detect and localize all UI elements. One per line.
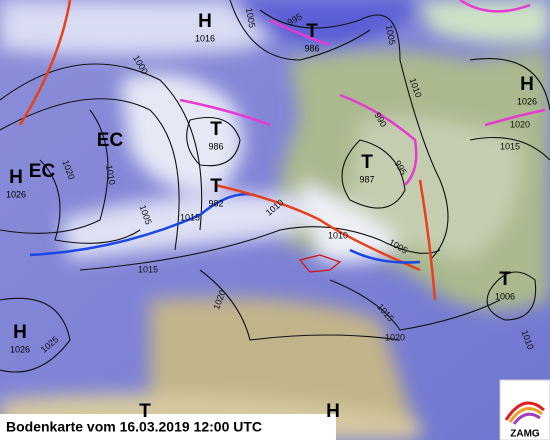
model-label: EC <box>29 161 56 182</box>
logo-rainbow <box>504 401 546 425</box>
warm-front <box>214 183 421 272</box>
isobar-label: 1005 <box>384 24 397 45</box>
pressure-symbol: H <box>198 11 212 32</box>
isobar-label: 1015 <box>500 141 520 151</box>
pressure-value: 987 <box>359 174 374 184</box>
cold-front <box>349 248 421 264</box>
isobar <box>0 297 71 373</box>
pressure-symbol: T <box>210 176 222 197</box>
isobar-label: 1005 <box>244 7 257 28</box>
isobar <box>0 109 109 234</box>
pressure-symbol: H <box>326 401 340 422</box>
pressure-symbol: T <box>306 21 318 42</box>
pressure-value: 1016 <box>195 33 215 43</box>
pressure-value: 1026 <box>10 344 30 354</box>
pressure-symbol: T <box>361 152 373 173</box>
isobar <box>486 271 537 321</box>
pressure-value: 986 <box>208 141 223 151</box>
isobar <box>0 98 180 251</box>
pressure-value: 986 <box>304 43 319 53</box>
isobars <box>0 0 550 373</box>
logo-text: ZAMG <box>510 429 540 440</box>
isobar-label: 1020 <box>385 332 405 342</box>
isobar-label: 1010 <box>328 230 348 240</box>
title-box <box>0 414 336 440</box>
map-title: Bodenkarte vom 16.03.2019 12:00 UTC <box>6 419 262 435</box>
occlusion <box>179 18 546 186</box>
pressure-symbol: T <box>210 119 222 140</box>
isobar-label: 1015 <box>138 264 158 274</box>
model-label: EC <box>97 130 124 151</box>
pressure-symbol: T <box>139 401 151 422</box>
cold-front <box>29 192 256 257</box>
isobar <box>229 0 371 61</box>
pressure-value: 1006 <box>495 291 515 301</box>
isobar <box>199 269 401 341</box>
pressure-symbol: T <box>499 269 511 290</box>
cold-front <box>18 0 72 126</box>
isobar-label: 1015 <box>180 212 200 222</box>
isobar <box>469 58 550 161</box>
isobar <box>186 116 241 167</box>
pressure-value: 1026 <box>517 96 537 106</box>
pressure-value: 1026 <box>6 189 26 199</box>
isobar <box>341 139 406 209</box>
isobar-label: 1020 <box>510 119 530 129</box>
isobar <box>259 9 449 261</box>
pressure-symbol: H <box>9 167 23 188</box>
pressure-symbol: H <box>13 322 27 343</box>
pressure-symbol: H <box>520 74 534 95</box>
pressure-value: 982 <box>208 198 223 208</box>
isobar <box>39 159 141 244</box>
isobar <box>79 226 441 271</box>
isobar <box>329 279 501 331</box>
warm-front <box>418 179 437 301</box>
austria-outline <box>298 254 342 273</box>
fronts <box>18 0 546 301</box>
isobar-label: 1010 <box>104 164 117 185</box>
occlusion <box>459 0 531 13</box>
